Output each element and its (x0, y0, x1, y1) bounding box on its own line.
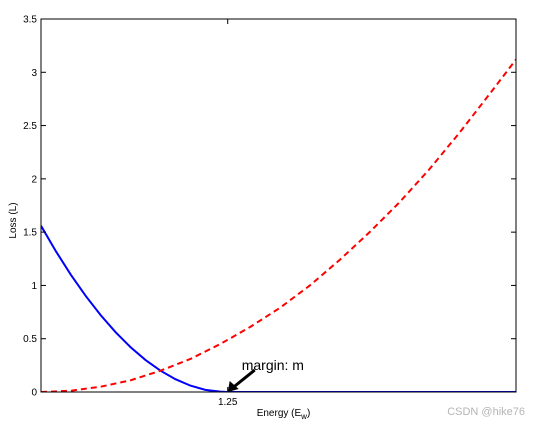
y-tick-label: 3 (31, 68, 37, 79)
series-line-dashed-red (41, 58, 516, 392)
y-tick-label: 1 (31, 281, 37, 292)
x-axis-label-subscript: w (300, 412, 307, 421)
x-axis-label: Energy (Ew) (257, 408, 311, 421)
y-tick-label: 2 (31, 174, 37, 185)
plot-area (41, 58, 516, 392)
x-tick-label: 1.25 (218, 397, 238, 408)
y-tick-label: 0.5 (23, 334, 37, 345)
x-axis-label-main: Energy (E (257, 408, 302, 419)
y-axis-label: Loss (L) (8, 202, 19, 238)
y-tick-label: 3.5 (23, 15, 37, 26)
watermark: CSDN @hike76 (447, 406, 525, 418)
y-tick-label: 1.5 (23, 228, 37, 239)
axes: 0 0.5 1 1.5 2 2.5 3 3.5 1.25 (23, 15, 517, 408)
x-axis-label-close: ) (307, 408, 310, 419)
margin-annotation-text: margin: m (242, 357, 304, 373)
annotation-arrow-head (227, 381, 239, 392)
axes-frame (40, 18, 517, 393)
y-tick-label: 0 (31, 388, 37, 399)
y-tick-label: 2.5 (23, 121, 37, 132)
annotation-arrow-shaft (232, 368, 256, 389)
annotation: margin: m (227, 357, 304, 392)
series-line-solid-blue (41, 225, 516, 392)
